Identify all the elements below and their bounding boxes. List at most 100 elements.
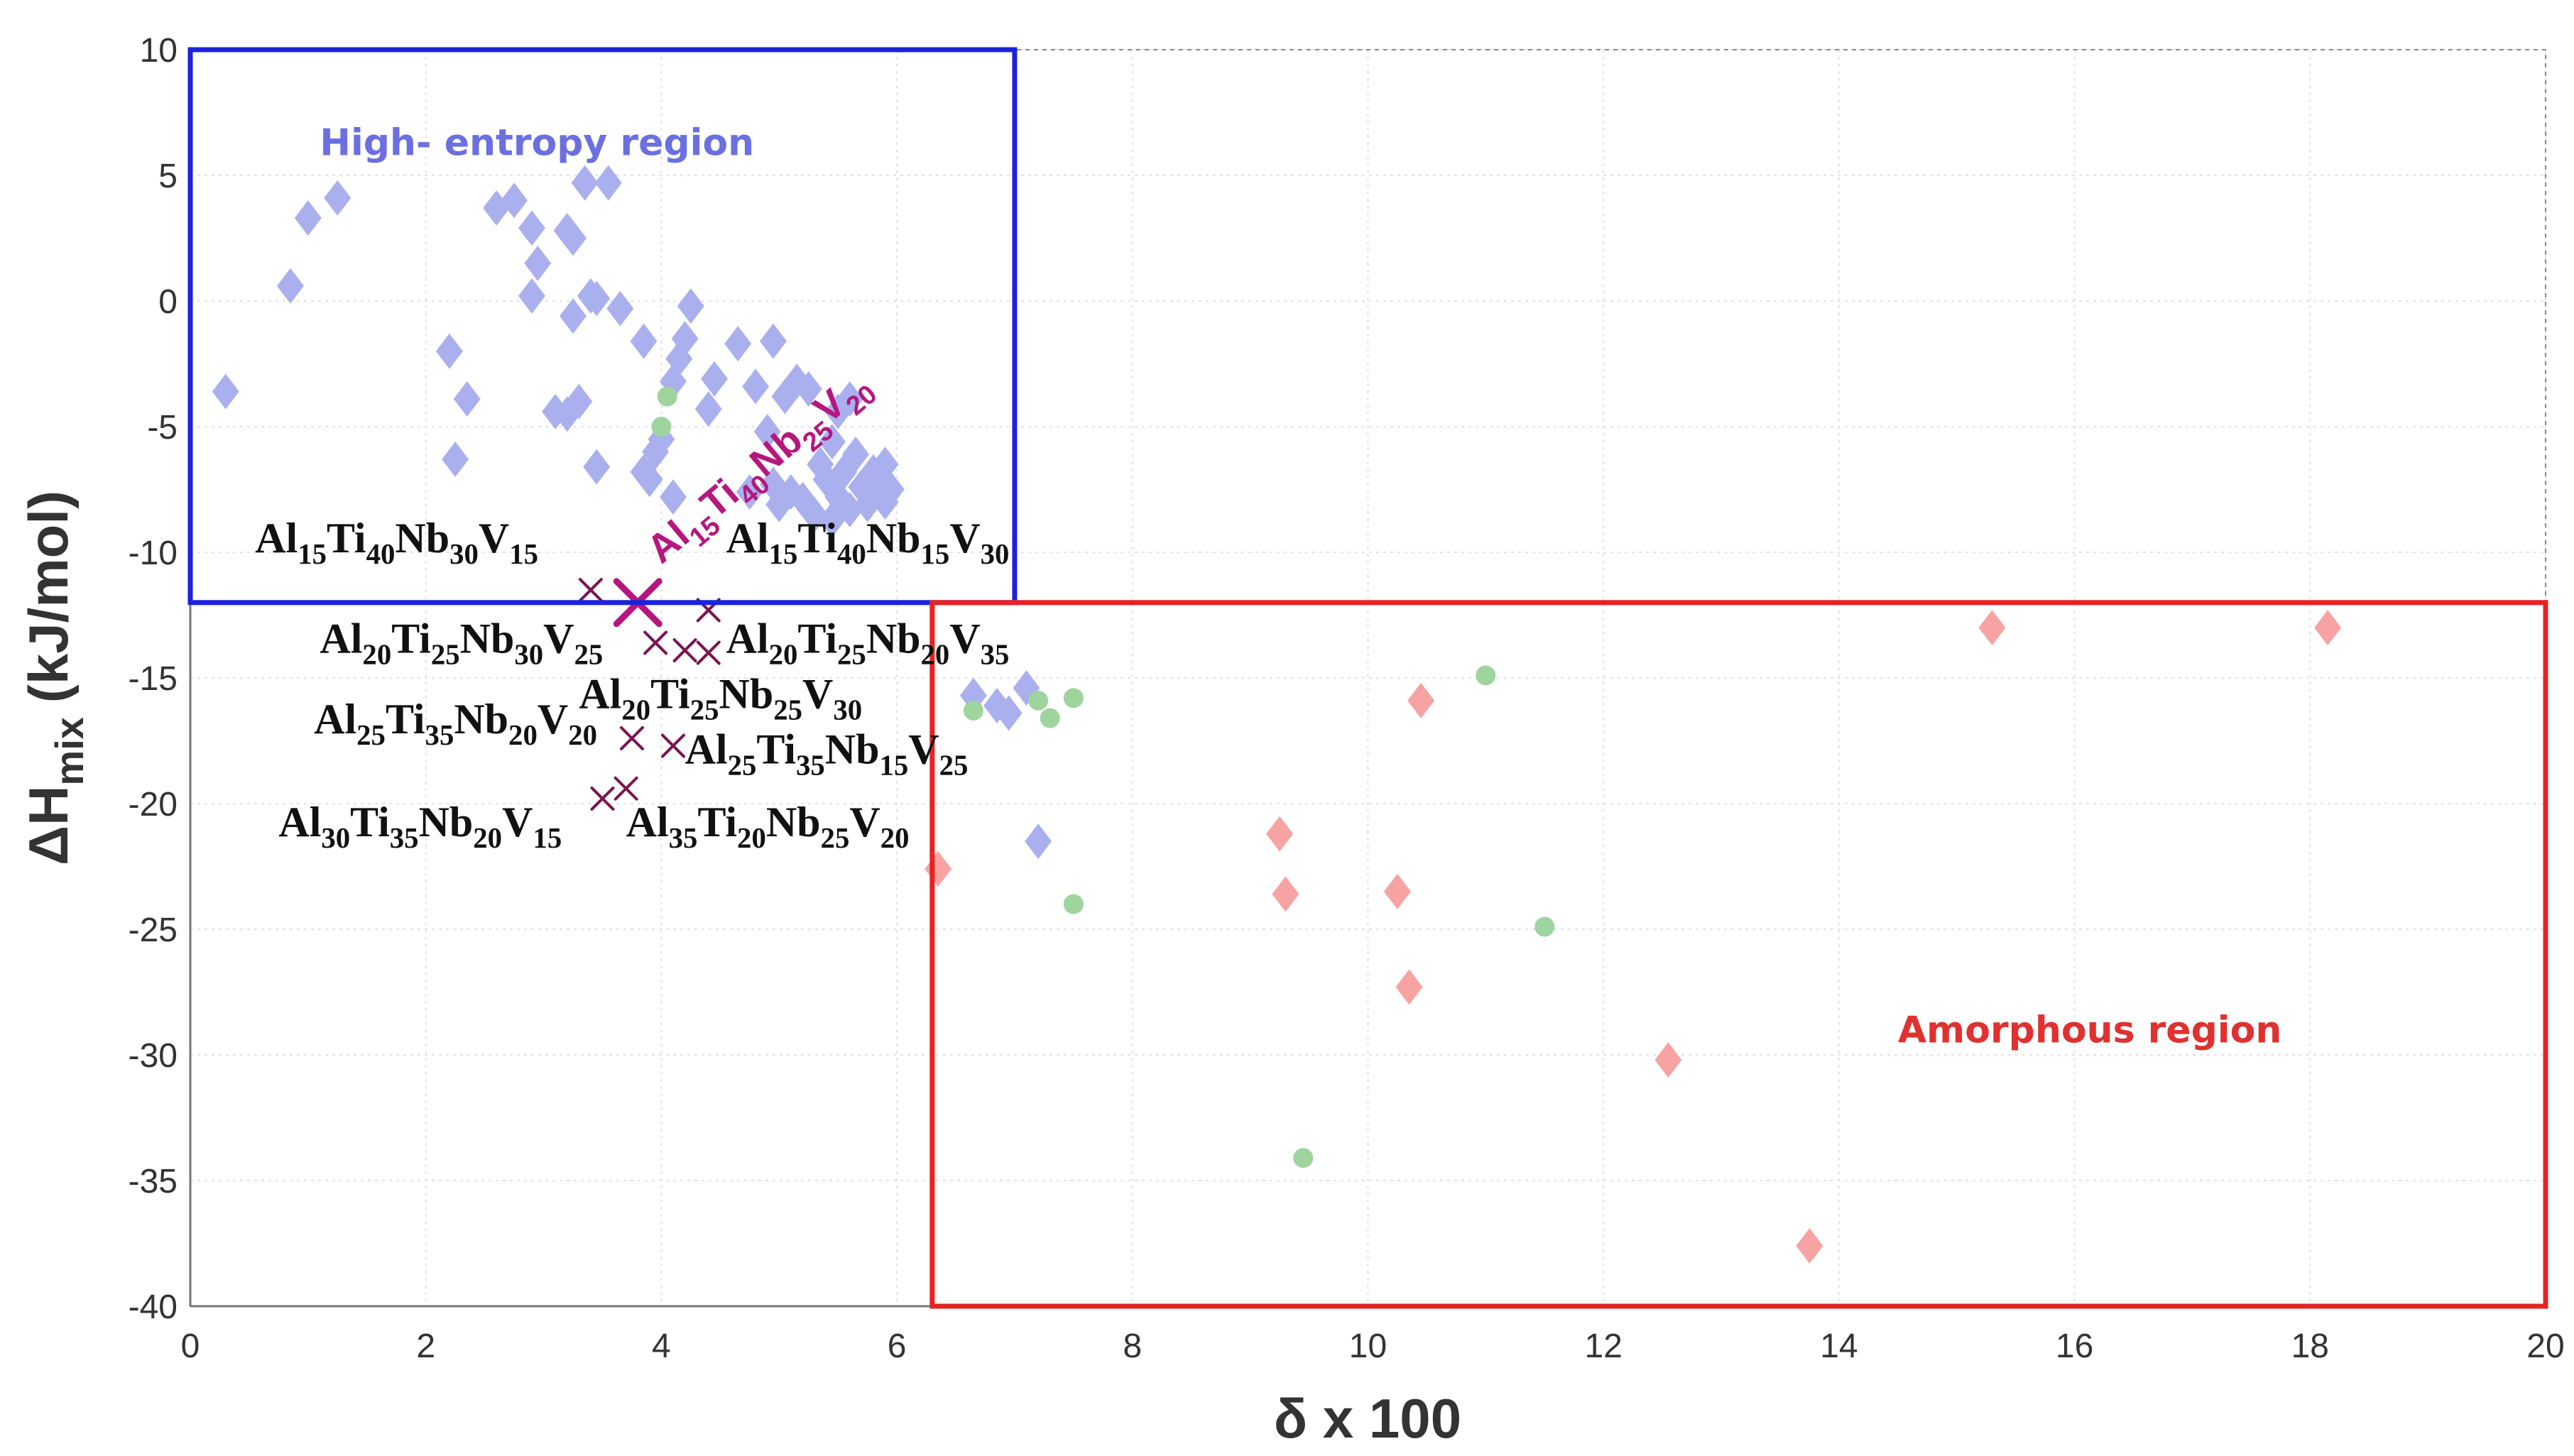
y-tick-label: -30: [129, 1037, 178, 1075]
region-box: [187, 47, 1018, 606]
circle-point: [651, 417, 672, 437]
y-axis-title: ΔHmix (kJ/mol): [17, 491, 92, 865]
formula-subscript: 30: [449, 538, 479, 570]
formula-subscript: 25: [821, 822, 850, 854]
cross-point: [613, 776, 638, 801]
formula-element: Al: [638, 512, 697, 571]
formula-element: Nb: [395, 515, 449, 562]
formula-element: Al: [314, 696, 356, 743]
diamond-point: [294, 200, 322, 236]
diamond-point: [759, 323, 787, 359]
formula-subscript: 20: [921, 639, 950, 671]
x-tick-label: 12: [1585, 1328, 1623, 1365]
cross-point: [643, 630, 668, 655]
alloy-label: Al15Ti40Nb15V30: [726, 515, 1010, 570]
cross-point: [696, 640, 721, 665]
alloy-label: Al25Ti35Nb15V25: [685, 726, 969, 781]
diamond-point: [801, 496, 829, 532]
diamond-point: [518, 278, 545, 314]
diamond-point: [995, 695, 1022, 731]
diamond-point: [560, 220, 587, 256]
cross-point: [619, 726, 644, 750]
diamond-point: [842, 436, 870, 472]
alloy-label: Al35Ti20Nb25V20: [626, 799, 910, 854]
formula-element: Al: [685, 726, 728, 772]
formula-subscript: 25: [431, 639, 460, 671]
formula-subscript: 40: [366, 538, 396, 570]
formula-subscript: 20: [508, 719, 538, 751]
formula-element: V: [802, 670, 833, 717]
diamond-point: [606, 290, 634, 327]
formula-subscript: 15: [921, 538, 950, 570]
formula-subscript: 35: [425, 719, 454, 751]
diamond-point: [583, 449, 611, 485]
cross-point: [578, 578, 603, 603]
circle-point: [1293, 1148, 1314, 1168]
alloy-label: Al15Ti40Nb30V15: [255, 515, 538, 570]
formula-subscript: 15: [533, 822, 562, 854]
diamond-point: [1272, 876, 1299, 912]
diamond-point: [753, 414, 781, 450]
x-axis-title: δ x 100: [1274, 1387, 1461, 1450]
diamond-point: [877, 471, 905, 508]
x-tick-label: 2: [416, 1328, 435, 1365]
diamond-point: [1978, 610, 2006, 646]
formula-subscript: 35: [390, 822, 419, 854]
cross-point: [672, 638, 697, 663]
formula-subscript: 15: [879, 749, 908, 781]
formula-element: Ti: [797, 515, 837, 562]
diamond-point: [594, 165, 622, 201]
formula-subscript: 20: [473, 822, 502, 854]
region-label: Amorphous region: [1898, 1009, 2282, 1051]
formula-element: Ti: [650, 670, 690, 717]
formula-subscript: 25: [728, 749, 757, 781]
formula-subscript: 30: [321, 822, 350, 854]
diamond-point: [795, 371, 822, 407]
alloy-label: Al20Ti25Nb20V35: [726, 615, 1010, 671]
formula-element: Al: [255, 515, 298, 562]
diamond-point: [435, 333, 463, 369]
formula-subscript: 15: [509, 538, 538, 570]
diamond-point: [671, 321, 699, 357]
formula-element: Nb: [419, 799, 474, 845]
circle-point: [963, 701, 983, 721]
circle-point: [1028, 690, 1049, 711]
formula-element: Ti: [391, 615, 431, 662]
plot-frame: [190, 49, 2546, 1307]
y-axis-title-main: ΔH: [17, 786, 80, 865]
y-tick-label: 0: [158, 283, 178, 321]
formula-subscript: 40: [837, 538, 866, 570]
formula-element: Ti: [386, 696, 425, 743]
y-tick-label: -35: [129, 1163, 178, 1200]
formula-element: Nb: [719, 670, 774, 717]
y-tick-label: 10: [140, 32, 178, 70]
x-tick-label: 0: [181, 1328, 200, 1365]
diamond-point: [1266, 816, 1294, 852]
formula-subscript: 25: [773, 694, 802, 726]
diamond-point: [636, 461, 663, 498]
diamond-point: [818, 424, 846, 460]
x-tick-label: 6: [888, 1328, 907, 1365]
formula-element: Ti: [327, 515, 366, 562]
formula-subscript: 25: [574, 639, 603, 671]
circle-point: [657, 386, 677, 407]
alloy-label: Al25Ti35Nb20V20: [314, 696, 597, 751]
diamond-point: [524, 245, 552, 281]
y-axis-title-sub: mix: [47, 717, 92, 786]
alloy-label: Al20Ti25Nb30V25: [320, 615, 603, 671]
diamond-point: [724, 326, 752, 362]
diamond-point: [1654, 1042, 1682, 1078]
diamond-point: [925, 851, 952, 887]
diamond-point: [453, 381, 481, 417]
y-tick-label: -25: [129, 912, 178, 949]
circle-point: [1534, 916, 1555, 937]
formula-element: Nb: [825, 726, 880, 772]
circle-point: [1063, 894, 1084, 914]
alloy-annotations: Al15Ti40Nb30V15 Al15Ti40Nb15V30Al20Ti25Nb…: [255, 379, 1010, 854]
diamond-point: [1383, 873, 1411, 909]
x-tick-label: 4: [652, 1328, 671, 1365]
diamond-point: [442, 442, 469, 478]
formula-subscript: 30: [981, 538, 1010, 570]
diamond-point: [677, 288, 704, 324]
